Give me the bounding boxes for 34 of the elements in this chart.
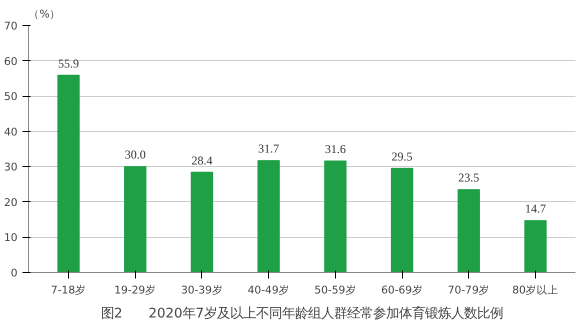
x-tick-label: 7-18岁 (50, 284, 86, 296)
y-tick-label: 30 (4, 160, 18, 174)
bar (257, 160, 280, 272)
data-label: 55.9 (58, 56, 80, 70)
bar (458, 189, 480, 272)
x-tick-label: 40-49岁 (248, 284, 290, 296)
bar (324, 160, 347, 272)
data-label: 23.5 (458, 170, 480, 185)
data-label: 31.6 (324, 142, 346, 156)
x-tick-label: 60-69岁 (381, 284, 424, 296)
data-label: 30.0 (124, 148, 146, 162)
bar (124, 166, 146, 272)
y-tick-label: 50 (4, 90, 18, 104)
x-tick-label: 19-29岁 (114, 284, 156, 296)
y-tick-label: 10 (4, 231, 18, 244)
y-tick-label: 20 (4, 196, 18, 209)
text: 图2 2020年7岁及以上不同年龄组人群经常参加体育锻炼人数比例 (101, 306, 503, 322)
y-tick-label: 40 (4, 125, 18, 138)
x-tick-label: 50-59岁 (314, 284, 356, 296)
y-axis-title: （%） (28, 8, 61, 20)
data-label: 14.7 (524, 202, 546, 216)
bar (524, 220, 547, 272)
data-label: 28.4 (191, 153, 212, 168)
bar (190, 172, 214, 272)
bar (390, 168, 414, 272)
y-tick-label: 0 (10, 266, 18, 280)
bar (57, 74, 80, 272)
x-tick-label: 30-39岁 (180, 284, 223, 296)
y-tick-label: 60 (4, 54, 18, 68)
x-tick-label: 70-79岁 (448, 284, 490, 296)
data-label: 31.7 (258, 142, 280, 156)
x-tick-label: 80岁以上 (512, 284, 559, 296)
y-tick-label: 70 (4, 20, 18, 32)
data-label: 29.5 (392, 149, 413, 164)
